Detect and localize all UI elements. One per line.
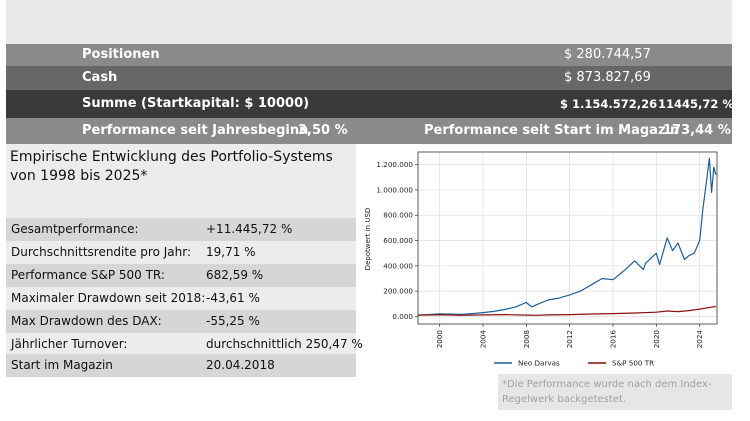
header-band <box>6 0 732 44</box>
performance-row: Performance seit Jahresbeginn 3,50 % Per… <box>6 118 732 144</box>
positions-value: $ 280.744,57 <box>564 47 651 62</box>
chart-container: 0.000 200.000 400.000 600.000 800.000 1.000.0… <box>356 144 732 374</box>
footnote: *Die Performance wurde nach dem Index-Re… <box>502 379 712 405</box>
positions-label: Positionen <box>82 47 160 62</box>
x-tick-label: 2020 <box>652 330 661 349</box>
perf-start-value: 173,44 % <box>663 123 731 138</box>
legend: Neo Darvas S&P 500 TR <box>494 359 654 368</box>
stats-row: Performance S&P 500 TR: 682,59 % <box>6 264 356 287</box>
stats-row: Start im Magazin 20.04.2018 <box>6 354 356 377</box>
series-line-neo-darvas <box>417 157 717 316</box>
sum-label: Summe (Startkapital: $ 10000) <box>82 96 310 111</box>
sum-value: $ 1.154.572,26 <box>560 97 658 111</box>
stats-value: +11.445,72 % <box>206 222 293 236</box>
x-tick-label: 2008 <box>522 330 531 349</box>
stats-title: Empirische Entwicklung des Portfolio-Sys… <box>10 149 333 184</box>
stats-row: Durchschnittsrendite pro Jahr: 19,71 % <box>6 241 356 264</box>
y-tick-label: 0.000 <box>392 312 413 321</box>
y-tick-label: 200.000 <box>383 287 413 296</box>
stats-label: Jährlicher Turnover: <box>11 337 128 351</box>
y-tick-label: 400.000 <box>383 261 413 270</box>
footnote-box: *Die Performance wurde nach dem Index-Re… <box>498 374 732 410</box>
stats-label: Performance S&P 500 TR: <box>11 268 165 282</box>
y-tick-label: 1.000.000 <box>376 185 413 194</box>
x-tick-label: 2016 <box>609 330 618 349</box>
perf-start-label: Performance seit Start im Magazin <box>424 123 680 138</box>
legend-label: S&P 500 TR <box>612 359 654 368</box>
x-tick-label: 2004 <box>479 330 488 349</box>
legend-label: Neo Darvas <box>518 359 560 368</box>
grid-layer <box>418 152 717 324</box>
stats-value: -55,25 % <box>206 314 260 328</box>
cash-value: $ 873.827,69 <box>564 70 651 85</box>
stats-label: Durchschnittsrendite pro Jahr: <box>11 245 191 259</box>
stats-row: Jährlicher Turnover: durchschnittlich 25… <box>6 333 363 356</box>
series-layer <box>417 157 717 316</box>
x-tick-label: 2000 <box>435 330 444 349</box>
perf-ytd-value: 3,50 % <box>298 123 348 138</box>
y-tick-label: 800.000 <box>383 211 413 220</box>
plot-frame <box>417 151 718 325</box>
stats-row: Gesamtperformance: +11.445,72 % <box>6 218 356 241</box>
positions-row: Positionen $ 280.744,57 <box>6 44 732 66</box>
stats-value: durchschnittlich 250,47 % <box>206 337 363 351</box>
sum-percent: 11445,72 % <box>658 97 734 111</box>
stats-row: Max Drawdown des DAX: -55,25 % <box>6 310 356 333</box>
stats-label: Gesamtperformance: <box>11 222 139 236</box>
x-tick-label: 2024 <box>695 330 704 349</box>
stats-label: Maximaler Drawdown seit 2018: <box>11 291 206 305</box>
y-tick-label: 1.200.000 <box>376 160 413 169</box>
x-tick-label: 2012 <box>565 330 574 348</box>
stats-row: Maximaler Drawdown seit 2018: -43,61 % <box>6 287 356 310</box>
stats-value: 20.04.2018 <box>206 358 275 372</box>
stats-panel: Empirische Entwicklung des Portfolio-Sys… <box>6 144 363 377</box>
series-line-sp500 <box>417 305 716 316</box>
sum-row: Summe (Startkapital: $ 10000) $ 1.154.57… <box>6 90 734 118</box>
stats-value: 19,71 % <box>206 245 256 259</box>
stats-label: Start im Magazin <box>11 358 113 372</box>
cash-label: Cash <box>82 70 118 85</box>
perf-ytd-label: Performance seit Jahresbeginn <box>82 123 309 138</box>
y-axis-label: Depotwert in USD <box>364 208 372 271</box>
axis-layer: 0.000 200.000 400.000 600.000 800.000 1.000.0… <box>376 151 718 349</box>
stats-label: Max Drawdown des DAX: <box>11 314 162 328</box>
stats-value: 682,59 % <box>206 268 264 282</box>
stats-value: -43,61 % <box>206 291 260 305</box>
y-tick-label: 600.000 <box>383 236 413 245</box>
cash-row: Cash $ 873.827,69 <box>6 66 732 90</box>
portfolio-chart: 0.000 200.000 400.000 600.000 800.000 1.000.0… <box>364 151 718 368</box>
